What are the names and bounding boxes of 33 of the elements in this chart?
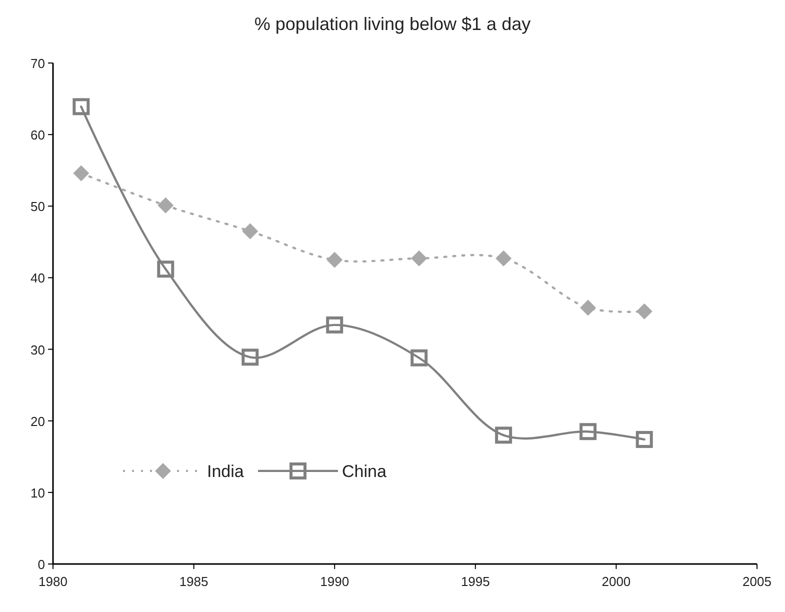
point <box>242 348 259 366</box>
point <box>157 260 174 278</box>
point <box>242 223 258 240</box>
x-tick-label: 1995 <box>460 574 490 589</box>
legend-label: China <box>342 462 387 481</box>
point <box>411 250 428 266</box>
point <box>636 430 653 448</box>
point <box>326 316 344 334</box>
point <box>580 423 597 440</box>
x-tick-label: 2005 <box>742 574 772 589</box>
point <box>158 197 174 214</box>
y-tick-label: 70 <box>30 56 45 71</box>
chart-title: % population living below $1 a day <box>254 14 531 34</box>
y-tick-label: 10 <box>30 485 45 500</box>
y-tick-label: 40 <box>30 270 45 286</box>
point <box>580 300 596 316</box>
x-tick-label: 2000 <box>602 574 631 589</box>
x-tick-label: 1990 <box>320 574 350 589</box>
x-tick-label: 1985 <box>179 574 208 589</box>
point <box>72 98 90 116</box>
y-tick-label: 60 <box>30 128 45 143</box>
point <box>73 165 90 182</box>
y-tick-label: 50 <box>30 199 45 214</box>
y-tick-label: 0 <box>38 557 45 572</box>
y-tick-label: 30 <box>30 342 45 358</box>
point <box>495 426 512 444</box>
x-tick-label: 1980 <box>38 574 68 589</box>
point <box>636 303 652 320</box>
legend-label: India <box>207 462 244 481</box>
y-tick-label: 20 <box>30 414 45 429</box>
point <box>496 250 512 266</box>
point <box>326 252 343 268</box>
point <box>410 349 428 366</box>
